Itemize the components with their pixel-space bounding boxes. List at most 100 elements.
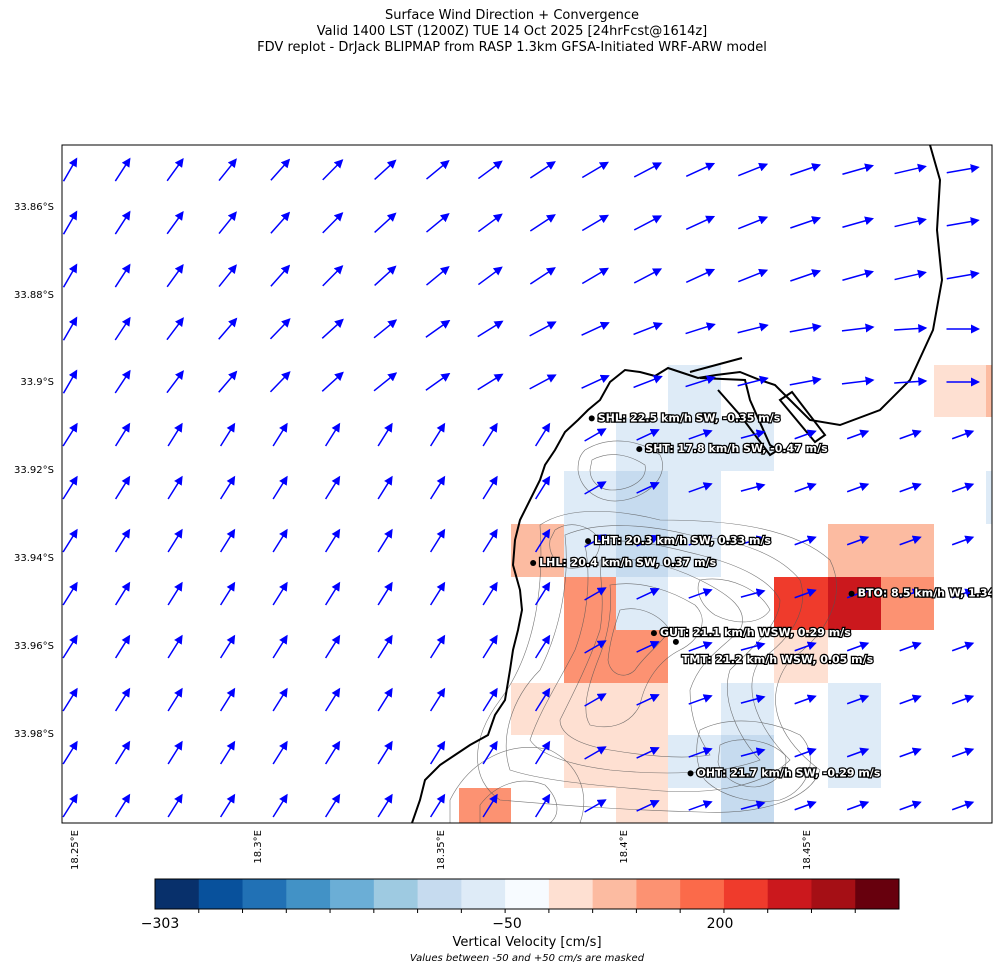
wind-arrow xyxy=(270,158,291,181)
wind-arrow xyxy=(740,641,766,651)
wind-arrow xyxy=(270,264,291,287)
wind-arrow xyxy=(636,535,660,547)
wind-arrow xyxy=(951,482,975,493)
wind-arrow xyxy=(529,374,557,390)
wind-arrow xyxy=(584,534,607,548)
colorbar xyxy=(154,878,900,913)
wind-arrow xyxy=(374,159,397,181)
lon-label: 18.4°E xyxy=(619,830,630,864)
wind-arrow xyxy=(114,369,131,394)
wind-arrow xyxy=(219,528,236,553)
colorbar-segment xyxy=(155,879,200,909)
wind-arrow xyxy=(272,528,288,553)
wind-arrow xyxy=(321,318,344,339)
colorbar-segment xyxy=(417,879,462,909)
wind-arrow xyxy=(377,793,393,818)
wind-arrow xyxy=(841,323,875,333)
wind-arrow xyxy=(842,216,874,229)
wind-arrow xyxy=(322,212,344,234)
station-marker-tmt xyxy=(672,638,679,645)
wind-arrow xyxy=(272,475,288,500)
wind-arrow xyxy=(946,270,980,280)
wind-arrow xyxy=(166,157,184,182)
colorbar-tick-label: −303 xyxy=(140,916,180,932)
wind-arrow xyxy=(946,217,980,227)
wind-arrow xyxy=(322,265,344,287)
wind-arrow xyxy=(529,161,556,179)
wind-arrow xyxy=(794,641,817,652)
wind-arrow xyxy=(425,372,451,391)
wind-arrow xyxy=(534,475,551,500)
colorbar-segment xyxy=(330,879,375,909)
wind-arrow xyxy=(951,694,975,705)
wind-arrow xyxy=(842,269,874,282)
wind-arrow xyxy=(377,422,393,447)
lon-label: 18.25°E xyxy=(70,830,81,870)
wind-arrow xyxy=(740,800,766,810)
map-frame xyxy=(61,144,993,824)
convergence-cell xyxy=(828,577,881,630)
wind-arrow xyxy=(272,581,288,606)
convergence-cell xyxy=(668,418,721,471)
wind-arrow xyxy=(114,740,131,765)
wind-arrow xyxy=(482,793,498,818)
convergence-cell xyxy=(774,577,828,630)
wind-arrow xyxy=(426,266,450,286)
wind-arrow xyxy=(219,422,236,447)
convergence-cell xyxy=(721,735,774,788)
wind-arrow xyxy=(951,429,975,440)
wind-arrow xyxy=(633,215,663,231)
wind-arrow xyxy=(324,740,341,765)
wind-arrow xyxy=(218,264,237,288)
lon-label: 18.35°E xyxy=(436,830,447,870)
colorbar-frame xyxy=(154,878,900,910)
wind-arrow xyxy=(272,634,288,659)
wind-arrow xyxy=(899,747,922,758)
colorbar-segment xyxy=(636,879,681,909)
station-label-shl: SHL: 22.5 km/h SW, -0.35 m/s xyxy=(598,411,781,424)
colorbar-segment xyxy=(548,879,594,909)
wind-arrow xyxy=(740,588,766,598)
wind-arrow xyxy=(894,163,927,175)
convergence-cell xyxy=(564,683,616,735)
wind-arrow xyxy=(114,210,131,235)
wind-arrow xyxy=(636,747,660,759)
lat-label: 33.86°S xyxy=(14,202,54,213)
lat-label: 33.88°S xyxy=(14,290,54,301)
wind-arrow xyxy=(166,370,184,394)
wind-arrow xyxy=(790,163,822,176)
wind-arrow xyxy=(534,528,551,553)
wind-arrow xyxy=(633,322,663,336)
colorbar-segment xyxy=(723,879,769,909)
wind-arrow xyxy=(633,162,663,178)
wind-arrow xyxy=(477,266,503,286)
wind-arrow xyxy=(790,269,822,282)
wind-arrow xyxy=(429,528,446,553)
colorbar-tick-label: 200 xyxy=(706,916,734,932)
wind-arrow xyxy=(322,159,344,181)
wind-arrow xyxy=(789,376,822,386)
wind-arrow xyxy=(429,687,446,712)
wind-arrow xyxy=(324,634,341,659)
lat-label: 33.98°S xyxy=(14,729,54,740)
wind-arrow xyxy=(219,740,236,765)
wind-arrow xyxy=(324,528,341,553)
wind-arrow xyxy=(114,475,131,500)
wind-arrow xyxy=(794,482,817,493)
lon-label: 18.3°E xyxy=(253,830,264,864)
wind-arrow xyxy=(377,740,393,765)
lat-label: 33.92°S xyxy=(14,465,54,476)
wind-arrow xyxy=(482,528,498,553)
convergence-cells xyxy=(459,365,992,823)
wind-arrow xyxy=(685,162,716,177)
wind-arrow xyxy=(167,422,183,447)
wind-arrow xyxy=(899,641,922,652)
colorbar-segment xyxy=(592,879,637,909)
wind-arrow xyxy=(738,215,769,230)
colorbar-segment xyxy=(680,879,725,909)
station-label-lhl: LHL: 20.4 km/h SW, 0.37 m/s xyxy=(539,556,716,569)
wind-arrow xyxy=(841,376,875,386)
wind-arrow xyxy=(581,267,610,285)
wind-arrow xyxy=(482,581,498,606)
